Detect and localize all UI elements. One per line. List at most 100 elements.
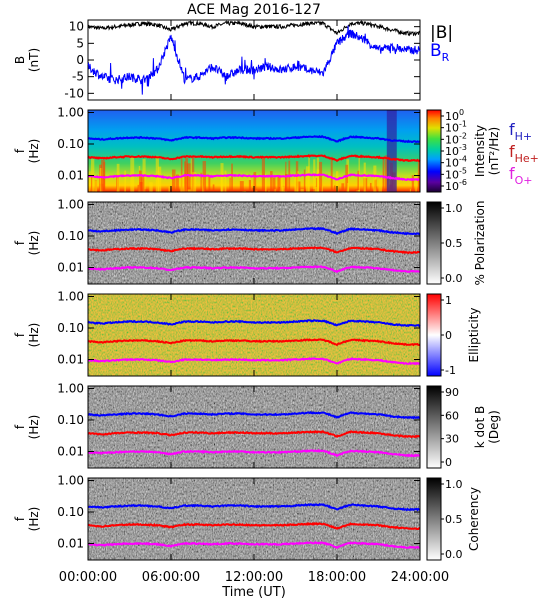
y-tick-label: 0.01 — [57, 261, 84, 275]
colorbar-tick-label: 60 — [445, 409, 459, 422]
y-tick-label: 0.01 — [57, 353, 84, 367]
spectrogram-streak — [264, 174, 267, 192]
mag-ylabel-unit: (nT) — [27, 48, 41, 72]
colorbar-tick-label: 1.0 — [445, 478, 463, 491]
colorbar-tick-label: 10-6 — [445, 178, 467, 193]
spectrogram-streak — [330, 156, 333, 192]
colorbar-tick-exponent: -4 — [459, 155, 467, 164]
y-tick-label: 0.10 — [57, 505, 84, 519]
spectrogram-streak — [229, 177, 231, 192]
gyrofrequency-line-0 — [87, 226, 421, 236]
spectrogram-streak — [208, 175, 211, 192]
series-line-br — [87, 25, 421, 95]
panel-kdotb: 1.00 0.10 0.01 f (Hz) 90 60 30 0 k dot B (Deg) — [13, 381, 501, 469]
gyrofrequency-line-2 — [87, 356, 421, 366]
x-tick-label: 12:00:00 — [225, 570, 283, 585]
y-tick-label: 0.10 — [57, 229, 84, 243]
spectrogram-streak — [358, 156, 360, 192]
colorbar-tick-label: 1.0 — [445, 202, 463, 215]
spectrogram-streak — [116, 163, 120, 192]
colorbar-tick-exponent: -3 — [459, 143, 467, 152]
panel-ylabel: f — [13, 148, 27, 153]
panel-ylabel-unit: (Hz) — [27, 139, 41, 164]
y-tick-label: 1.00 — [57, 289, 84, 303]
legend-btotal: |B| — [430, 23, 453, 43]
colorbar — [426, 109, 442, 193]
y-tick-label: 0.01 — [57, 537, 84, 551]
spectrogram-streak — [303, 169, 306, 192]
colorbar-tick-exponent: -2 — [459, 131, 467, 140]
legend-entry-2: fO+ — [509, 164, 533, 187]
x-tick-label: 24:00:00 — [391, 570, 449, 585]
x-tick-label: 18:00:00 — [308, 570, 366, 585]
spectrogram-streak — [180, 174, 183, 192]
spectrogram-streak — [311, 189, 316, 192]
spectrogram-streak — [300, 189, 304, 192]
spectrogram-streak — [411, 175, 414, 192]
colorbar-title: Ellipticity — [467, 308, 481, 363]
spectrogram-streak — [297, 171, 299, 192]
gyrofrequency-line-1 — [87, 338, 421, 347]
spectrogram-texture — [88, 294, 420, 376]
spectrogram-streak — [279, 176, 283, 192]
colorbar-title: Coherency — [467, 487, 481, 551]
legend-subscript: H+ — [515, 130, 533, 143]
spectrogram-streak — [417, 160, 420, 192]
spectrogram-streak — [140, 177, 145, 192]
gyrofrequency-line-1 — [87, 246, 421, 255]
mag-ylabel: B — [13, 56, 27, 64]
x-axis-label: Time (UT) — [221, 585, 286, 600]
y-tick-label: 0 — [76, 53, 84, 67]
gyrofrequency-line-0 — [87, 319, 421, 328]
y-tick-label: 0.10 — [57, 413, 84, 427]
spectrogram-streak — [354, 189, 358, 192]
colorbar-tick-label: 90 — [445, 386, 459, 399]
spectrogram-streak — [378, 179, 382, 192]
gyrofrequency-line-2 — [87, 448, 421, 458]
spectrogram-streak — [231, 163, 233, 192]
colorbar-title: % Polarization — [473, 201, 487, 286]
spectrogram-streak — [415, 172, 417, 192]
spectrogram-streak — [94, 180, 98, 192]
y-tick-label: 0.01 — [57, 445, 84, 459]
spectrogram-streak — [155, 155, 159, 192]
series-line-btotal — [87, 19, 421, 37]
spectrogram-streak — [272, 177, 276, 192]
spectrogram-streak — [294, 174, 296, 192]
spectrogram-streak — [341, 183, 345, 192]
gyrofrequency-line-1 — [87, 522, 421, 530]
spectrogram-streak — [315, 178, 318, 192]
panel-ylabel-unit: (Hz) — [27, 231, 41, 256]
spectrogram-streak — [314, 186, 317, 192]
legend-entry-1: fHe+ — [509, 142, 539, 165]
spectrogram-streak — [138, 170, 142, 192]
panel-ylabel: f — [13, 516, 27, 521]
gyrofrequency-line-1 — [87, 430, 421, 439]
spectrogram-streak — [347, 183, 349, 192]
spectrogram-streak — [278, 186, 280, 192]
legend-br-subscript: R — [442, 51, 450, 64]
colorbar — [426, 293, 442, 377]
spectrogram-streak — [277, 175, 281, 192]
spectrogram-streak — [91, 174, 93, 192]
gyrofrequency-line-0 — [87, 502, 421, 512]
colorbar-title-unit: (Deg) — [487, 410, 501, 444]
y-tick-label: 1.00 — [57, 381, 84, 395]
y-tick-label: 1.00 — [57, 105, 84, 119]
mag-plot-frame — [87, 19, 421, 101]
spectrogram-texture — [88, 478, 420, 560]
spectrogram-streak — [268, 190, 270, 192]
gyrofrequency-line-0 — [87, 134, 421, 144]
spectrogram-streak — [333, 185, 336, 192]
spectrogram-streak — [184, 161, 186, 192]
spectrogram-texture — [88, 202, 420, 284]
colorbar-tick-label: 0 — [445, 329, 452, 342]
spectrogram-streak — [192, 172, 197, 192]
colorbar-tick-label: 0.5 — [445, 513, 463, 526]
spectrogram-streak — [335, 171, 339, 192]
colorbar-tick-exponent: -6 — [459, 178, 467, 187]
panel-polarization: 1.00 0.10 0.01 f (Hz) 1.0 0.5 0.0 % Polarization — [13, 197, 487, 285]
panel-ylabel: f — [13, 424, 27, 429]
gyrofrequency-line-2 — [87, 540, 421, 550]
